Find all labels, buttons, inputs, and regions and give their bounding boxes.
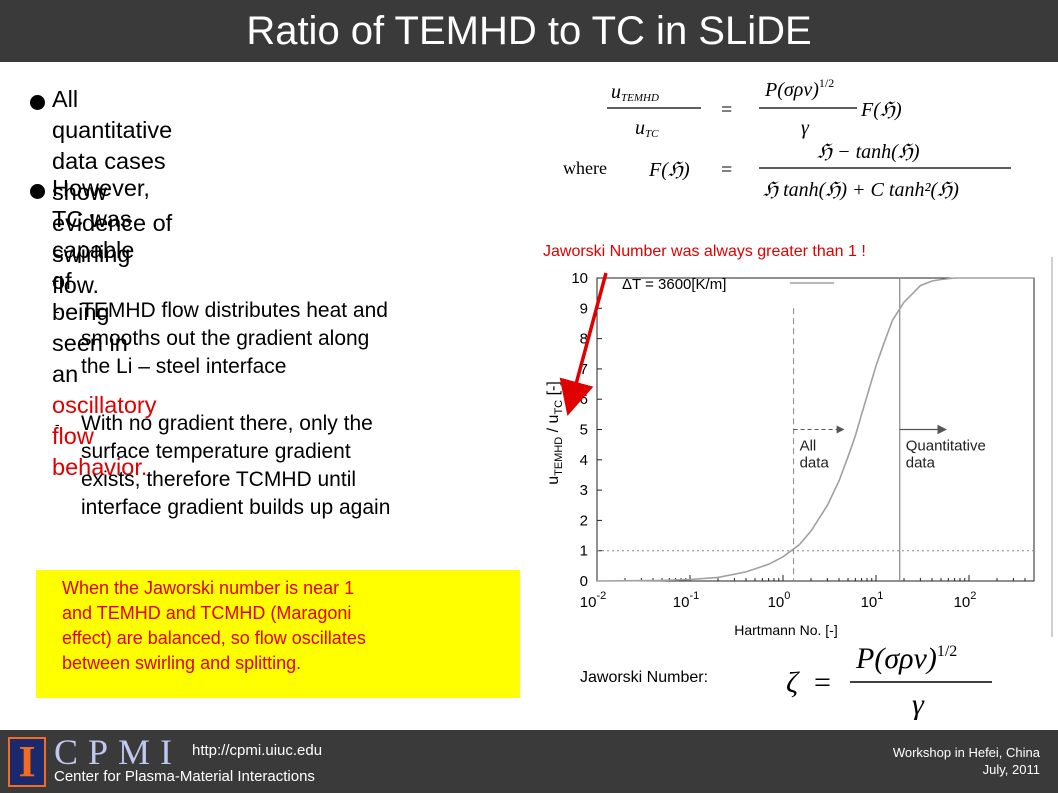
footer-date-line: July, 2011 [982,762,1040,777]
bullet-line: All quantitative data cases show [52,86,173,205]
x-tick-label: 10-1 [673,590,699,611]
slide-title: Ratio of TEMHD to TC in SLiDE [246,9,812,53]
series-line [596,277,1034,582]
y-tick-label: 5 [580,422,588,439]
footer-event: Workshop in Hefei, China July, 2011 [893,744,1040,778]
y-tick-label: 2 [580,512,588,529]
annotation-label: All [800,438,817,455]
eq-equals: = [721,99,732,121]
y-tick-label: 1 [580,543,588,560]
annotation-label: data [906,455,936,472]
bullet-highlight: behavior. [52,454,148,480]
eq-lhs-den: uTC [635,117,659,140]
jaw-den: γ [912,688,925,720]
logo-letter: I [18,737,36,786]
legend-label: ΔT = 3600[K/m] [622,276,726,293]
subbullet-line: the Li – steel interface [81,355,287,378]
bullet-dot-icon [30,95,45,110]
eq-rhs2-den: ℌ tanh(ℌ) + C tanh²(ℌ) [763,179,959,201]
y-tick-label: 4 [580,452,588,469]
note-line: and TEMHD and TCMHD (Maragoni [62,603,352,623]
jaw-num: P(σρν)1/2 [855,642,957,675]
eq-rhs1-tail: F(ℌ) [860,99,902,121]
note-line: When the Jaworski number is near 1 [62,578,355,598]
footer-center-name: Center for Plasma-Material Interactions [54,768,315,785]
y-tick-label: 0 [580,573,588,590]
jaworski-greater-label: Jaworski Number was always greater than … [543,243,866,260]
subbullet-line: With no gradient there, only the [81,412,373,435]
x-tick-label: 100 [768,590,791,611]
eq-rhs1-den: γ [801,117,810,139]
annotation-label: data [800,455,830,472]
ratio-equation: uTEMHD uTC = P(σρν)1/2 γ F(ℌ) where F(ℌ)… [563,76,1011,201]
eq-where: where [563,158,607,178]
bullet-line: However, TC was capable of [52,175,150,294]
title-bar: Ratio of TEMHD to TC in SLiDE [0,0,1058,62]
plot-frame-edge [1051,257,1053,637]
eq-rhs2-num: ℌ − tanh(ℌ) [817,141,920,163]
jaworski-number-label: Jaworski Number: [580,669,709,686]
y-tick-label: 6 [580,391,588,408]
subbullet-line: exists, therefore TCMHD until [81,468,357,491]
y-tick-label: 8 [580,331,588,348]
illinois-logo-icon: I [8,737,46,787]
bullet-text: being seen in an [52,299,128,387]
annotation-label: Quantitative [906,438,986,455]
y-tick-label: 10 [571,270,588,287]
bullet-dot-icon [30,184,45,199]
jaworski-red-arrow [559,272,608,416]
subbullet-line: smooths out the gradient along [81,327,370,350]
bullet-line: evidence of swirling flow. [52,210,173,298]
footer-bar: I CPMI http://cpmi.uiuc.edu Center for P… [0,730,1058,793]
y-tick-label: 9 [580,300,588,317]
cpmi-brand: CPMI [54,732,183,772]
footer-url[interactable]: http://cpmi.uiuc.edu [192,742,323,759]
eq-F: F(ℌ) [648,159,690,181]
note-line: between swirling and splitting. [62,653,302,673]
y-tick-label: 3 [580,482,588,499]
x-tick-label: 10-2 [580,590,606,611]
subbullet-line: TEMHD flow distributes heat and [81,299,388,322]
jaw-zeta: ζ [786,666,800,699]
y-axis-label: uTEMHD / uTC [-] [545,381,565,485]
x-axis-label: Hartmann No. [-] [734,622,837,638]
subbullet-line: interface gradient builds up again [81,496,391,519]
jaw-equals: = [814,666,831,699]
temhd-ratio-chart: 0 1 2 3 4 5 6 7 8 9 10 10-2 10-1 100 101 102 ΔT = 3600… [545,270,1035,638]
dash-icon: - [55,416,60,432]
footer-event-line: Workshop in Hefei, China [892,745,1040,760]
jaworski-equation: ζ = P(σρν)1/2 γ [786,642,992,720]
subbullet-line: surface temperature gradient [81,440,351,463]
x-tick-label: 102 [954,590,977,611]
y-tick-label: 7 [580,361,588,378]
eq-rhs1-num: P(σρν)1/2 [764,76,834,101]
eq-equals-2: = [721,159,732,181]
dash-icon: - [55,303,60,319]
note-line: effect) are balanced, so flow oscillates [62,628,366,648]
bullet-highlight: oscillatory flow [52,392,157,449]
x-tick-label: 101 [861,590,884,611]
eq-lhs-num: uTEMHD [611,81,659,104]
bullet-line: being seen in an oscillatory flow [52,297,156,452]
jaworski-note-box: When the Jaworski number is near 1 and T… [36,570,520,698]
